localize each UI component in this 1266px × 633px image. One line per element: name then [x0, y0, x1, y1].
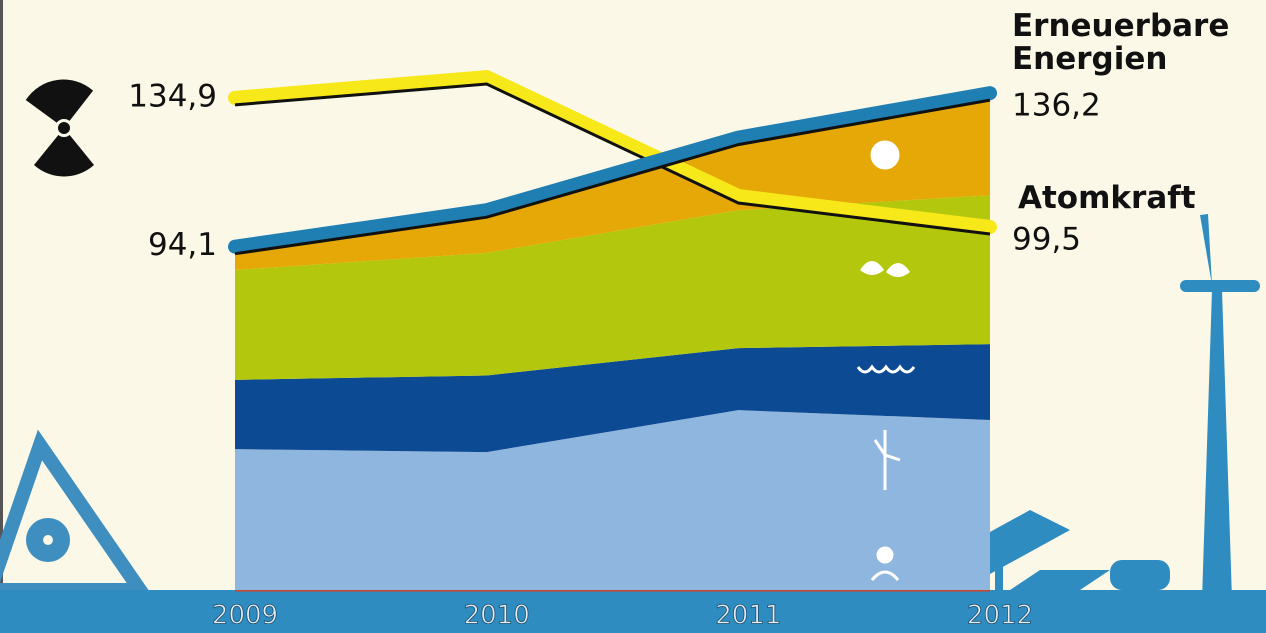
wind-turbine: [1180, 214, 1260, 600]
series-name: Erneuerbare Energien: [1012, 8, 1230, 77]
axis-band: [0, 590, 1266, 633]
x-tick-label: 2009: [212, 601, 278, 631]
value-label: 134,9: [128, 78, 217, 114]
x-tick-label: 2012: [967, 601, 1033, 631]
line-shadow: [234, 82, 991, 236]
line: [228, 70, 997, 234]
area: [235, 344, 990, 453]
area: [235, 195, 990, 380]
radiation-icon: [25, 79, 94, 177]
value-label: 94,1: [148, 227, 217, 263]
series-name: Atomkraft: [1018, 180, 1196, 216]
value-label: 99,5: [1012, 221, 1081, 257]
border: [0, 0, 3, 633]
source-icons: [856, 140, 916, 581]
x-tick-label: 2011: [715, 601, 781, 631]
area: [235, 410, 990, 590]
line: [228, 86, 997, 254]
x-tick-label: 2010: [464, 601, 530, 631]
line-shadow: [234, 98, 991, 256]
value-label: 136,2: [1012, 88, 1101, 124]
